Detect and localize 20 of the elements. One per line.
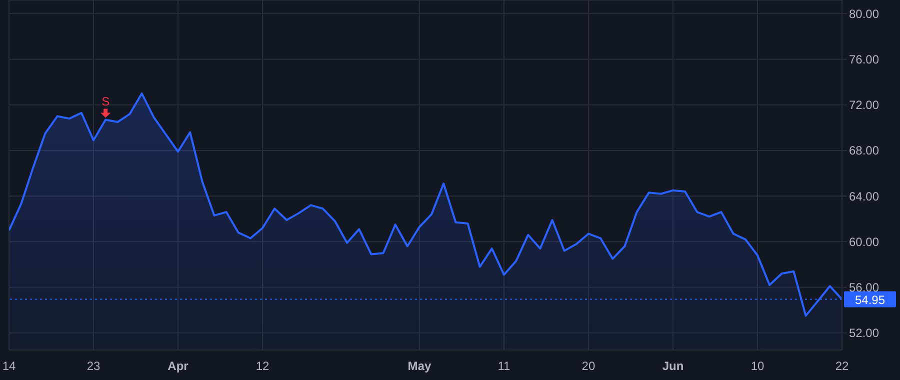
x-tick-label: 20 xyxy=(582,359,596,373)
y-tick-label: 64.00 xyxy=(849,189,880,204)
x-tick-label: 22 xyxy=(835,359,849,373)
y-tick-label: 68.00 xyxy=(849,144,880,158)
y-tick-label: 52.00 xyxy=(849,326,880,340)
annotation: S xyxy=(102,94,110,109)
x-tick-label: May xyxy=(408,359,432,373)
x-tick-label: 10 xyxy=(750,359,764,373)
y-tick-label: 56.00 xyxy=(849,280,880,295)
x-tick-label: Jun xyxy=(662,359,684,373)
y-tick-label: 80.00 xyxy=(849,6,880,21)
y-tick-label: 76.00 xyxy=(849,52,880,67)
x-tick-label: 14 xyxy=(2,359,16,373)
y-tick-label: 60.00 xyxy=(849,234,880,249)
x-tick-label: Apr xyxy=(168,359,189,373)
x-tick-label: 12 xyxy=(256,359,270,373)
x-tick-label: 23 xyxy=(86,359,100,373)
y-tick-label: 72.00 xyxy=(849,98,880,112)
ref-line-label: 54.95 xyxy=(854,292,886,307)
x-tick-label: 11 xyxy=(498,359,511,373)
